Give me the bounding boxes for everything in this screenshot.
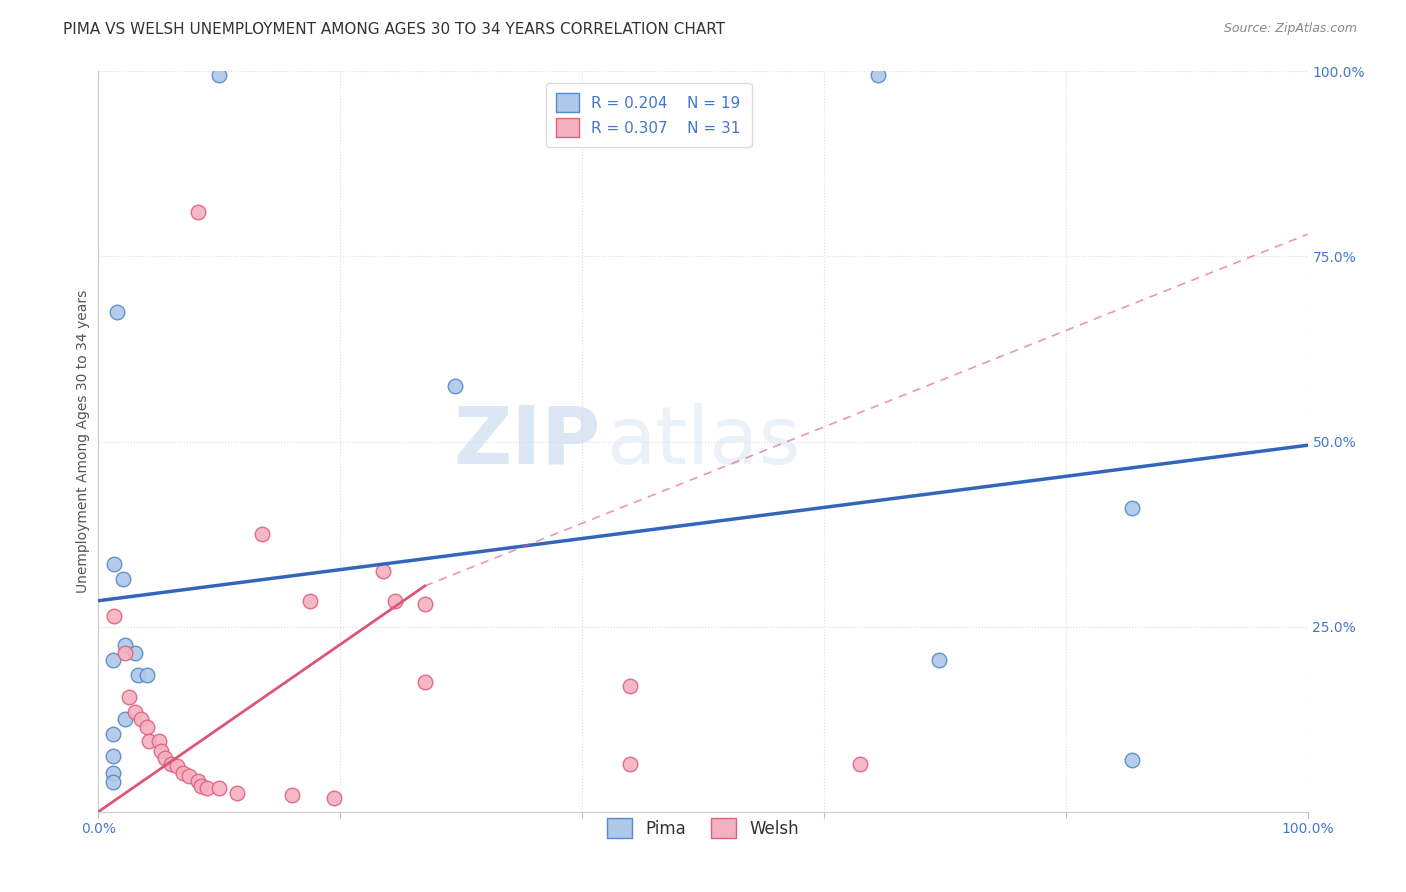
Point — [868, 68, 890, 82]
Point — [190, 779, 212, 793]
Point — [101, 766, 124, 780]
Point — [187, 205, 209, 219]
Point — [111, 572, 134, 586]
Point — [153, 751, 176, 765]
Point — [148, 734, 170, 748]
Point — [124, 705, 146, 719]
Point — [384, 593, 406, 607]
Y-axis label: Unemployment Among Ages 30 to 34 years: Unemployment Among Ages 30 to 34 years — [76, 290, 90, 593]
Text: PIMA VS WELSH UNEMPLOYMENT AMONG AGES 30 TO 34 YEARS CORRELATION CHART: PIMA VS WELSH UNEMPLOYMENT AMONG AGES 30… — [63, 22, 725, 37]
Point — [1121, 753, 1143, 767]
Point — [619, 756, 641, 771]
Point — [135, 720, 157, 734]
Point — [138, 734, 160, 748]
Point — [299, 593, 322, 607]
Point — [195, 780, 218, 795]
Point — [619, 679, 641, 693]
Point — [371, 564, 394, 578]
Text: atlas: atlas — [606, 402, 800, 481]
Point — [127, 667, 149, 681]
Point — [114, 638, 136, 652]
Point — [208, 780, 231, 795]
Point — [101, 749, 124, 764]
Point — [150, 744, 173, 758]
Point — [114, 712, 136, 726]
Point — [124, 646, 146, 660]
Point — [208, 68, 231, 82]
Point — [413, 598, 436, 612]
Legend: Pima, Welsh: Pima, Welsh — [593, 805, 813, 852]
Point — [179, 769, 201, 783]
Point — [101, 727, 124, 741]
Point — [114, 646, 136, 660]
Point — [928, 653, 950, 667]
Point — [118, 690, 141, 704]
Point — [444, 379, 467, 393]
Point — [129, 712, 152, 726]
Point — [105, 305, 128, 319]
Point — [281, 789, 304, 803]
Text: ZIP: ZIP — [453, 402, 600, 481]
Point — [160, 756, 183, 771]
Point — [135, 667, 157, 681]
Point — [187, 773, 209, 788]
Point — [413, 675, 436, 690]
Point — [849, 756, 872, 771]
Point — [323, 791, 346, 805]
Point — [250, 527, 273, 541]
Point — [166, 759, 188, 773]
Point — [101, 775, 124, 789]
Point — [226, 786, 249, 800]
Point — [101, 653, 124, 667]
Point — [103, 608, 125, 623]
Point — [1121, 501, 1143, 516]
Text: Source: ZipAtlas.com: Source: ZipAtlas.com — [1223, 22, 1357, 36]
Point — [172, 766, 194, 780]
Point — [103, 557, 125, 571]
